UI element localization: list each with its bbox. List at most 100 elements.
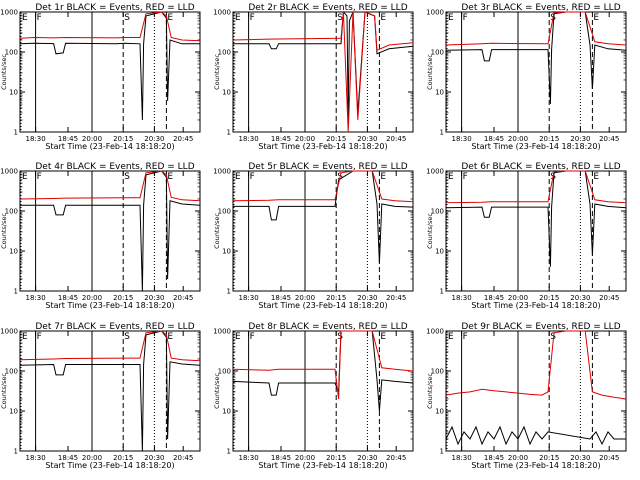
y-tick-label: 10 (435, 408, 444, 416)
y-tick-label: 100 (431, 368, 444, 376)
marker-label: E (22, 172, 28, 182)
x-tick-label: 18:45 (58, 294, 78, 302)
panel-det-5: Det 5r BLACK = Events, RED = LLD 1 10 100 10… (213, 162, 414, 310)
y-tick-label: 100 (431, 208, 444, 216)
marker-label: E (593, 172, 599, 182)
marker-label: F (463, 13, 468, 23)
marker-label: E (167, 13, 173, 23)
x-tick-label: 18:45 (58, 135, 78, 143)
plot-frame (19, 11, 201, 133)
panel-det-7: Det 7r BLACK = Events, RED = LLD 1 10 100 10… (0, 322, 201, 470)
y-tick-label: 10 (9, 89, 18, 97)
marker-label: S (124, 172, 130, 182)
x-tick-label: 18:30 (26, 135, 46, 143)
x-tick-label: 20:30 (357, 294, 377, 302)
x-axis-label: Start Time (23-Feb-14 18:18:20) (45, 301, 174, 310)
plot-frame (232, 330, 414, 452)
y-tick-label: 100 (431, 49, 444, 57)
marker-label: E (593, 13, 599, 23)
y-axis-label: Counts/sec (213, 213, 221, 249)
marker-label: F (37, 332, 42, 342)
x-tick-label: 20:15 (113, 454, 133, 462)
x-tick-label: 18:30 (26, 294, 46, 302)
x-tick-label: 20:45 (599, 454, 619, 462)
marker-label: E (22, 13, 28, 23)
y-tick-label: 1000 (213, 328, 231, 336)
marker-label: E (380, 13, 386, 23)
series-line-events (20, 331, 200, 451)
y-tick-label: 10 (222, 89, 231, 97)
x-tick-label: 20:30 (570, 454, 590, 462)
y-tick-label: 100 (5, 208, 18, 216)
y-tick-label: 100 (5, 49, 18, 57)
x-tick-label: 20:45 (173, 135, 193, 143)
marker-label: E (235, 13, 241, 23)
y-tick-label: 100 (5, 368, 18, 376)
y-axis-label: Counts/sec (426, 213, 434, 249)
marker-label: E (167, 332, 173, 342)
x-tick-label: 20:00 (295, 135, 315, 143)
x-tick-label: 18:45 (271, 294, 291, 302)
x-tick-label: 20:00 (82, 454, 102, 462)
x-tick-label: 20:15 (326, 454, 346, 462)
x-tick-label: 20:30 (357, 135, 377, 143)
series-line-lld (20, 12, 200, 41)
panel-title: Det 3r BLACK = Events, RED = LLD (461, 3, 620, 13)
y-axis-label: Counts/sec (213, 54, 221, 90)
marker-label: E (380, 332, 386, 342)
x-tick-label: 20:30 (144, 135, 164, 143)
series-line-lld (446, 12, 626, 45)
x-tick-label: 20:45 (173, 454, 193, 462)
y-axis-label: Counts/sec (0, 54, 8, 90)
x-axis-label: Start Time (23-Feb-14 18:18:20) (471, 142, 600, 151)
x-tick-label: 18:45 (484, 294, 504, 302)
panel-det-6: Det 6r BLACK = Events, RED = LLD 1 10 100 10… (426, 162, 627, 310)
x-tick-label: 18:30 (239, 454, 259, 462)
series-line-events (446, 12, 626, 104)
x-tick-label: 18:45 (58, 454, 78, 462)
panel-title: Det 8r BLACK = Events, RED = LLD (248, 322, 407, 332)
series-line-events (446, 171, 626, 267)
x-tick-label: 20:15 (326, 294, 346, 302)
marker-label: S (124, 13, 130, 23)
x-tick-label: 20:45 (599, 294, 619, 302)
plot-frame (445, 11, 627, 133)
y-tick-label: 100 (218, 208, 231, 216)
x-tick-label: 20:45 (599, 135, 619, 143)
x-axis-label: Start Time (23-Feb-14 18:18:20) (471, 461, 600, 470)
x-tick-label: 18:45 (484, 454, 504, 462)
y-axis-label: Counts/sec (213, 373, 221, 409)
x-tick-label: 18:30 (26, 454, 46, 462)
marker-label: S (337, 332, 343, 342)
x-tick-label: 20:45 (386, 294, 406, 302)
panel-det-9: Det 9r BLACK = Events, RED = LLD 1 10 100 10… (426, 322, 627, 470)
x-tick-label: 20:15 (113, 294, 133, 302)
x-tick-label: 20:00 (295, 454, 315, 462)
y-tick-label: 1 (14, 288, 18, 296)
y-tick-label: 1000 (0, 9, 18, 17)
panel-title: Det 1r BLACK = Events, RED = LLD (35, 3, 194, 13)
x-tick-label: 20:00 (508, 135, 528, 143)
x-tick-label: 20:15 (113, 135, 133, 143)
x-axis-label: Start Time (23-Feb-14 18:18:20) (258, 142, 387, 151)
series-line-lld (446, 331, 626, 399)
x-tick-label: 20:15 (326, 135, 346, 143)
y-tick-label: 1 (227, 129, 231, 137)
panel-det-3: Det 3r BLACK = Events, RED = LLD 1 10 100 10… (426, 3, 627, 151)
x-tick-label: 20:45 (386, 135, 406, 143)
x-tick-label: 20:45 (173, 294, 193, 302)
series-line-lld (233, 331, 413, 399)
x-tick-label: 20:00 (82, 135, 102, 143)
x-tick-label: 20:30 (357, 454, 377, 462)
marker-label: S (337, 13, 343, 23)
x-tick-label: 20:00 (82, 294, 102, 302)
y-axis-label: Counts/sec (0, 213, 8, 249)
marker-label: E (448, 332, 454, 342)
y-tick-label: 100 (218, 49, 231, 57)
y-tick-label: 10 (222, 248, 231, 256)
x-tick-label: 18:45 (271, 135, 291, 143)
series-line-lld (446, 171, 626, 203)
marker-label: E (380, 172, 386, 182)
x-axis-label: Start Time (23-Feb-14 18:18:20) (258, 301, 387, 310)
